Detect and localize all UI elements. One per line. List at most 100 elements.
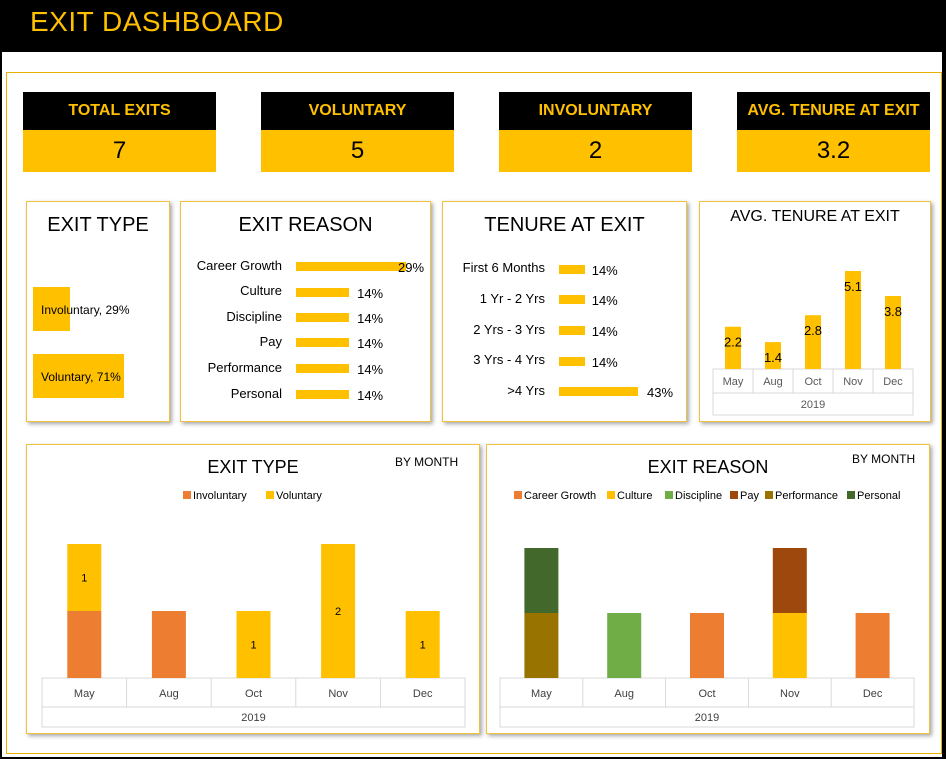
chart-subtitle: BY MONTH: [852, 452, 916, 466]
tick-label: Nov: [328, 688, 348, 700]
bar: [296, 288, 350, 297]
category-label: Pay: [259, 334, 282, 349]
data-label: 14%: [591, 355, 618, 370]
bar: [559, 295, 585, 304]
data-label: 5.1: [844, 279, 862, 294]
bar-segment: [524, 548, 559, 613]
tick-label: Nov: [843, 376, 863, 388]
title-bar: EXIT DASHBOARD: [0, 0, 946, 52]
bar-segment: [321, 544, 356, 678]
category-label: Performance: [207, 360, 282, 375]
legend-swatch: [765, 491, 773, 499]
exit-type-by-month-plot: 1 May Aug 1 Oct 2 Nov 1 Dec 2019 Involuntary Volunt…: [41, 490, 466, 728]
data-label: 2.8: [804, 323, 822, 338]
data-label: 14%: [357, 286, 384, 301]
legend-entry: Discipline: [675, 490, 722, 502]
data-label: 2: [335, 606, 341, 618]
category-label: Discipline: [226, 309, 282, 324]
tick-label: Dec: [413, 688, 433, 700]
bar-segment: [690, 613, 724, 678]
data-label: Voluntary, 71%: [41, 370, 121, 384]
data-label: 1: [420, 640, 426, 652]
bar-segment: [524, 613, 559, 678]
data-label: 14%: [357, 311, 384, 326]
group-label: 2019: [241, 712, 265, 724]
legend-swatch: [514, 491, 522, 499]
avg-tenure-chart: AVG. TENURE AT EXIT 2.2 May 1.4 Aug 2.8 Oct 5.…: [699, 201, 931, 422]
bar: [296, 262, 406, 271]
data-label: 14%: [357, 336, 384, 351]
data-label: 3.8: [884, 304, 902, 319]
kpi-label: VOLUNTARY: [261, 92, 454, 130]
chart-title: EXIT REASON: [238, 214, 373, 236]
tick-label: May: [723, 376, 744, 388]
tick-label: Oct: [698, 688, 715, 700]
legend-entry: Involuntary: [193, 490, 247, 502]
kpi-value: 2: [499, 130, 692, 172]
dashboard-frame: [6, 72, 942, 754]
kpi-label: AVG. TENURE AT EXIT: [737, 92, 930, 130]
kpi-total-exits: TOTAL EXITS 7: [23, 92, 216, 172]
kpi-involuntary: INVOLUNTARY 2: [499, 92, 692, 172]
exit-type-by-month-chart: EXIT TYPE BY MONTH 1 May Aug 1 Oct 2 Nov 1 Dec 20…: [26, 444, 480, 734]
bar-segment: [67, 544, 102, 611]
bar-segment: [607, 613, 642, 678]
category-label: Personal: [230, 386, 282, 401]
exit-type-chart: EXIT TYPE Involuntary, 29% Voluntary, 71…: [26, 201, 170, 422]
bar-may: [725, 326, 741, 369]
bar: [559, 387, 638, 396]
category-label: 2 Yrs - 3 Yrs: [473, 322, 545, 337]
tick-label: Aug: [614, 688, 634, 700]
tick-label: Dec: [863, 688, 883, 700]
tick-label: May: [74, 688, 95, 700]
bar: [559, 357, 585, 366]
tick-label: Nov: [780, 688, 800, 700]
category-label: 1 Yr - 2 Yrs: [479, 291, 545, 306]
bar: [559, 326, 585, 335]
bar-segment: [151, 611, 186, 678]
data-label: 2.2: [724, 335, 742, 350]
tick-label: Aug: [763, 376, 783, 388]
legend-swatch: [847, 491, 855, 499]
data-label: 1: [81, 573, 87, 585]
bar-segment: [405, 611, 440, 678]
data-label: 1: [250, 640, 256, 652]
legend-entry: Voluntary: [276, 490, 322, 502]
bar-involuntary: [33, 287, 71, 331]
bar: [296, 313, 350, 322]
bar-dec: [885, 295, 901, 369]
bar: [296, 364, 350, 373]
exit-reason-by-month-plot: May Aug Oct Nov Dec 2019 Career Growth Culture D…: [499, 490, 915, 728]
category-label: 3 Yrs - 4 Yrs: [473, 352, 545, 367]
legend-swatch: [665, 491, 673, 499]
legend-swatch: [607, 491, 615, 499]
legend-entry: Culture: [617, 490, 652, 502]
category-label: Career Growth: [196, 258, 282, 273]
legend-entry: Career Growth: [524, 490, 596, 502]
legend-entry: Pay: [740, 490, 759, 502]
data-label: Involuntary, 29%: [41, 303, 130, 317]
kpi-label: INVOLUNTARY: [499, 92, 692, 130]
category-label: First 6 Months: [462, 260, 545, 275]
data-label: 14%: [357, 362, 384, 377]
page-title: EXIT DASHBOARD: [30, 6, 284, 37]
chart-subtitle: BY MONTH: [395, 455, 459, 469]
bar: [296, 338, 350, 347]
bar-segment: [236, 611, 271, 678]
tenure-at-exit-chart: TENURE AT EXIT First 6 Months 14% 1 Yr -…: [442, 201, 687, 422]
data-label: 14%: [591, 263, 618, 278]
kpi-label: TOTAL EXITS: [23, 92, 216, 130]
bar: [296, 390, 350, 399]
data-label: 14%: [591, 293, 618, 308]
chart-title: EXIT REASON: [647, 457, 769, 477]
legend-swatch: [730, 491, 738, 499]
tick-label: Aug: [159, 688, 179, 700]
kpi-value: 5: [261, 130, 454, 172]
exit-reason-by-month-chart: EXIT REASON BY MONTH May Aug Oct Nov Dec 2019…: [486, 444, 930, 734]
data-label: 1.4: [764, 350, 782, 365]
chart-title: EXIT TYPE: [47, 214, 149, 236]
tick-label: Oct: [245, 688, 262, 700]
bar-segment: [772, 548, 807, 613]
group-label: 2019: [695, 712, 719, 724]
bar-oct: [805, 315, 821, 369]
